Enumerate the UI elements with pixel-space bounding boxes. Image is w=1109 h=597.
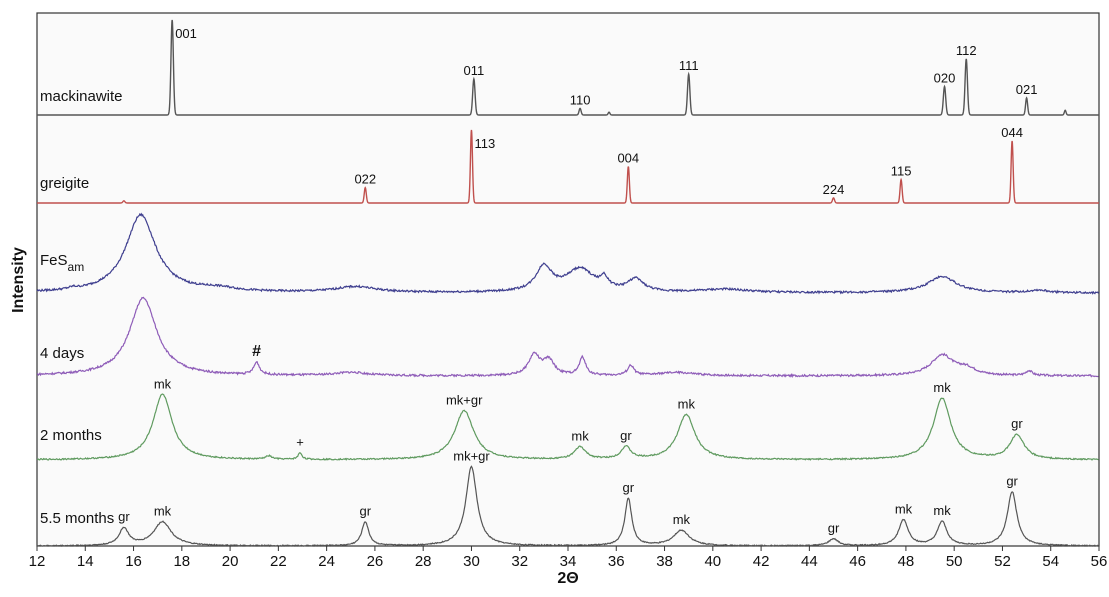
peak-label: mk: [678, 397, 696, 412]
trace-2-months: [36, 393, 1099, 461]
trace-4-days: [36, 296, 1099, 379]
peak-label: gr: [620, 428, 632, 443]
series-label: 4 days: [40, 345, 84, 362]
peak-label: gr: [1006, 474, 1018, 489]
x-tick-label: 20: [222, 553, 239, 570]
series-labels-layer: mackinawite greigite FeSam 4 days 2 months 5.…: [40, 88, 123, 527]
peak-label: 022: [354, 172, 376, 187]
plot-area: [36, 12, 1100, 547]
peak-label: mk: [571, 429, 589, 444]
x-tick-label: 46: [849, 553, 866, 570]
peak-label: gr: [623, 480, 635, 495]
x-axis: 12 14 16 18 20 22 24 26 28 30 32 34 36 38 40 42 44 46 48 50…: [29, 546, 1108, 570]
trace-fesam: [36, 212, 1100, 295]
peak-label: #: [252, 343, 261, 360]
x-tick-label: 12: [29, 553, 46, 570]
peak-label: gr: [828, 521, 840, 536]
peak-label: mk+gr: [446, 393, 483, 408]
x-tick-label: 18: [173, 553, 190, 570]
series-label-subscript: am: [68, 260, 85, 274]
peak-label: 111: [679, 58, 699, 73]
peak-label: mk: [154, 376, 172, 391]
peak-label: 011: [464, 63, 485, 78]
series-label-main: 5.5 months: [40, 510, 114, 527]
x-tick-label: 56: [1091, 553, 1108, 570]
x-tick-label: 22: [270, 553, 287, 570]
x-tick-label: 14: [77, 553, 94, 570]
peak-label: 021: [1016, 82, 1038, 97]
x-tick-label: 32: [511, 553, 528, 570]
peak-label: 044: [1001, 125, 1023, 140]
x-tick-label: 40: [704, 553, 721, 570]
trace-5-5-months: [36, 465, 1099, 548]
x-tick-label: 34: [560, 553, 577, 570]
peak-label: 004: [617, 151, 639, 166]
peak-label: 224: [823, 182, 845, 197]
peak-label: 020: [934, 71, 956, 86]
x-tick-label: 52: [994, 553, 1011, 570]
series-label: greigite: [40, 175, 89, 192]
peak-label: +: [296, 435, 304, 450]
x-tick-label: 24: [318, 553, 335, 570]
peak-label: 115: [891, 164, 912, 179]
peak-label: 112: [956, 43, 977, 58]
series-label-main: mackinawite: [40, 88, 123, 105]
peak-label: gr: [360, 504, 372, 519]
peak-label: gr: [118, 509, 130, 524]
x-tick-label: 48: [898, 553, 915, 570]
x-tick-label: 28: [415, 553, 432, 570]
series-label-main: greigite: [40, 175, 89, 192]
series-label-main: 4 days: [40, 345, 84, 362]
x-tick-label: 16: [125, 553, 142, 570]
x-tick-label: 42: [753, 553, 770, 570]
x-tick-label: 36: [608, 553, 625, 570]
peak-label: gr: [1011, 416, 1023, 431]
x-tick-label: 38: [656, 553, 673, 570]
x-tick-label: 44: [801, 553, 818, 570]
series-label-main: FeS: [40, 252, 68, 269]
peak-label: 113: [475, 136, 496, 151]
series-label-main: 2 months: [40, 427, 102, 444]
trace-mackinawite: [37, 19, 1099, 116]
peak-label: mk: [673, 512, 691, 527]
peak-label: mk: [933, 380, 951, 395]
x-tick-label: 54: [1042, 553, 1059, 570]
peak-label: mk: [154, 504, 172, 519]
peak-label: mk+gr: [453, 449, 490, 464]
x-tick-label: 30: [463, 553, 480, 570]
x-tick-label: 26: [367, 553, 384, 570]
series-label: FeSam: [40, 252, 84, 274]
peak-label: mk: [895, 501, 913, 516]
trace-greigite: [37, 129, 1099, 204]
x-tick-label: 50: [946, 553, 963, 570]
peak-label: 110: [570, 92, 591, 107]
y-axis-title: Intensity: [10, 247, 27, 313]
peak-label: mk: [933, 503, 951, 518]
traces-layer: [36, 19, 1100, 548]
series-label: mackinawite: [40, 88, 123, 105]
peak-label: 001: [175, 26, 197, 41]
series-label: 5.5 months: [40, 510, 114, 527]
series-label: 2 months: [40, 427, 102, 444]
x-axis-title: 2Θ: [557, 570, 578, 587]
